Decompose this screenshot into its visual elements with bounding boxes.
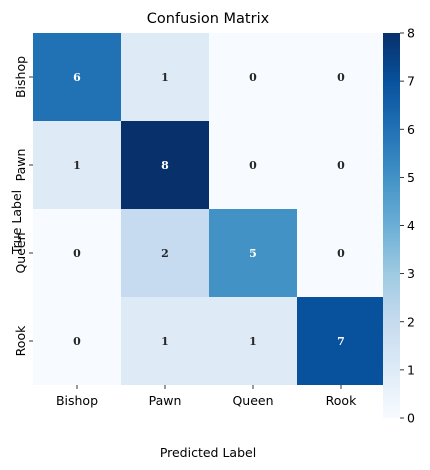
heatmap-cell	[33, 209, 121, 297]
cell-value-label: 7	[337, 335, 345, 348]
heatmap-cell	[121, 33, 209, 121]
x-axis-label: Predicted Label	[160, 445, 256, 460]
y-tick-label: Rook	[13, 325, 28, 356]
x-axis-ticks: Bishop Pawn Queen Rook	[56, 385, 357, 408]
cell-value-label: 0	[337, 71, 345, 84]
heatmap-cell-labels: 6 1 0 0 1 8 0 0 0 2 5 0 0 1 1 7	[73, 71, 345, 348]
colorbar-tick-label: 8	[407, 26, 415, 41]
colorbar-tick-label: 2	[407, 314, 415, 329]
y-tick-label: Pawn	[13, 149, 28, 182]
heatmap-cell	[297, 297, 385, 385]
cell-value-label: 6	[73, 71, 81, 84]
colorbar-tick-label: 0	[407, 411, 415, 426]
heatmap-cell	[121, 209, 209, 297]
x-tick-label: Queen	[232, 393, 273, 408]
heatmap-cell	[209, 209, 297, 297]
cell-value-label: 2	[161, 247, 169, 260]
heatmap-cell	[297, 209, 385, 297]
chart-title: Confusion Matrix	[147, 11, 270, 27]
x-tick-label: Pawn	[149, 393, 182, 408]
cell-value-label: 5	[249, 247, 257, 260]
heatmap-cell	[209, 33, 297, 121]
x-tick-label: Rook	[326, 393, 357, 408]
cell-value-label: 1	[161, 335, 169, 348]
cell-value-label: 0	[73, 335, 81, 348]
heatmap-cell	[33, 33, 121, 121]
colorbar-tick-label: 3	[407, 266, 415, 281]
cell-value-label: 0	[337, 159, 345, 172]
heatmap-cell	[209, 121, 297, 209]
heatmap-cell	[209, 297, 297, 385]
colorbar-tick-label: 1	[407, 362, 415, 377]
colorbar-tick-label: 6	[407, 122, 415, 137]
cell-value-label: 1	[249, 335, 257, 348]
heatmap-cell	[121, 297, 209, 385]
colorbar-tick-label: 7	[407, 74, 415, 89]
y-axis-label: True Label	[9, 190, 24, 255]
cell-value-label: 8	[161, 159, 169, 172]
cell-value-label: 0	[249, 71, 257, 84]
cell-value-label: 0	[337, 247, 345, 260]
y-axis-ticks: Bishop Pawn Queen Rook	[13, 56, 33, 356]
colorbar-ticks: 0 1 2 3 4 5 6 7 8	[400, 26, 415, 426]
colorbar-tick-label: 5	[407, 170, 415, 185]
heatmap-cell	[297, 33, 385, 121]
cell-value-label: 0	[249, 159, 257, 172]
cell-value-label: 0	[73, 247, 81, 260]
heatmap-cell	[33, 297, 121, 385]
heatmap-cell	[33, 121, 121, 209]
heatmap-cell	[121, 121, 209, 209]
cell-value-label: 1	[73, 159, 81, 172]
colorbar	[383, 33, 400, 418]
heatmap-cell	[297, 121, 385, 209]
colorbar-tick-label: 4	[407, 218, 415, 233]
heatmap-cells	[33, 33, 385, 385]
x-tick-label: Bishop	[56, 393, 98, 408]
y-tick-label: Bishop	[13, 56, 28, 98]
cell-value-label: 1	[161, 71, 169, 84]
y-tick-label: Queen	[13, 232, 28, 273]
